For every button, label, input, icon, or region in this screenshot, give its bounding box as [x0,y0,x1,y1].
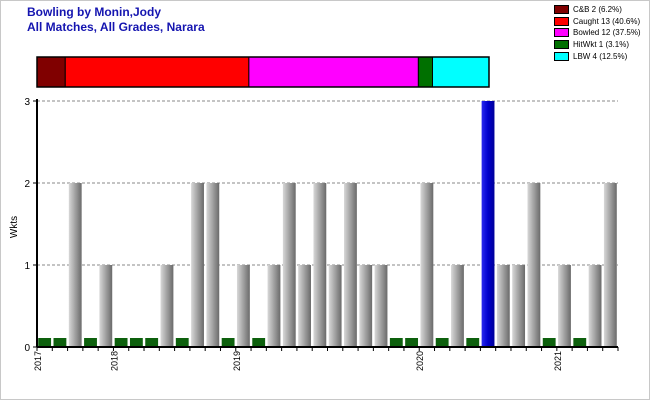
legend-swatch [554,5,569,15]
legend-label: LBW 4 (12.5%) [573,51,628,61]
bar [282,183,296,347]
bar [420,183,434,347]
breakdown-segment [64,56,250,88]
bar [298,265,311,347]
y-axis-label: Wkts [9,216,20,238]
y-tick-label: 2 [24,179,30,190]
legend: C&B 2 (6.2%) Caught 13 (40.6%) Bowled 12… [554,4,641,62]
bar [496,265,510,347]
legend-item: C&B 2 (6.2%) [554,4,641,16]
bar-zero [145,338,159,347]
bar-highlight [481,101,495,347]
bar-zero [114,338,128,347]
bar [160,265,174,347]
legend-label: C&B 2 (6.2%) [573,5,622,15]
x-tick-label: 2017 [33,351,43,371]
bar [512,265,526,347]
bar [313,183,327,347]
y-tick-label: 3 [24,97,30,108]
bar [603,183,617,347]
legend-item: Bowled 12 (37.5%) [554,27,641,39]
breakdown-segment [248,56,419,88]
bar-zero [221,338,235,347]
y-tick-label: 0 [24,343,30,354]
legend-item: HitWkt 1 (3.1%) [554,39,641,51]
bar [191,183,204,347]
bar-zero [38,338,52,347]
legend-label: Bowled 12 (37.5%) [573,28,641,38]
bar [344,183,357,347]
bar-zero [129,338,143,347]
chart-title: Bowling by Monin,Jody [27,5,161,19]
bar [588,265,602,347]
legend-label: HitWkt 1 (3.1%) [573,40,630,50]
bar [236,265,250,347]
x-tick-label: 2020 [415,351,425,371]
legend-swatch [554,16,569,26]
bar-zero [252,338,266,347]
x-tick-label: 2018 [109,351,119,371]
legend-item: Caught 13 (40.6%) [554,16,641,28]
bar-zero [405,338,419,347]
breakdown-segment [432,56,490,88]
bar [99,265,113,347]
bar [374,265,388,347]
bar-zero [53,338,67,347]
bar-zero [542,338,556,347]
x-tick-label: 2019 [232,351,242,371]
legend-swatch [554,40,569,50]
bar [527,183,541,347]
bar-zero [573,338,587,347]
bar-zero [466,338,480,347]
bar [328,265,342,347]
legend-swatch [554,28,569,38]
bar [206,183,220,347]
bar-zero [435,338,449,347]
bar [451,265,464,347]
breakdown-segment [36,56,66,88]
x-tick-label: 2021 [553,351,563,371]
bar-zero [175,338,189,347]
bar-zero [389,338,403,347]
bar [359,265,373,347]
legend-swatch [554,51,569,61]
legend-item: LBW 4 (12.5%) [554,50,641,62]
bar [68,183,82,347]
legend-label: Caught 13 (40.6%) [573,16,641,26]
bar [267,265,281,347]
chart-subtitle: All Matches, All Grades, Narara [27,20,205,34]
bar [558,265,571,347]
y-tick-label: 1 [24,261,30,272]
bar-zero [84,338,97,347]
breakdown-bar-outline [36,56,490,88]
breakdown-segment [417,56,433,88]
